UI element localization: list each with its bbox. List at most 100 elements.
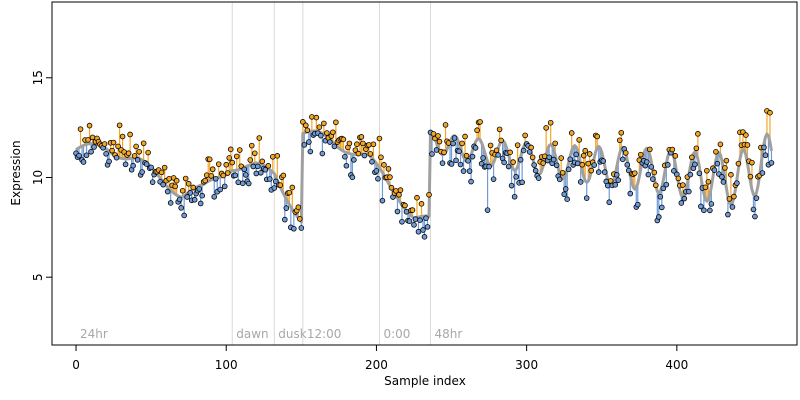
data-point: [643, 159, 650, 165]
data-point: [379, 197, 386, 204]
data-point: [505, 163, 512, 170]
data-point: [394, 208, 401, 215]
data-point: [83, 152, 90, 159]
data-point: [248, 142, 255, 149]
data-point: [423, 215, 429, 221]
data-point: [301, 142, 308, 148]
data-point: [133, 143, 139, 150]
data-point: [254, 163, 261, 170]
data-point: [352, 147, 359, 153]
data-point: [441, 149, 447, 156]
data-point: [346, 140, 353, 147]
data-point: [744, 142, 751, 148]
data-point: [460, 168, 467, 174]
data-point: [547, 119, 554, 126]
data-point: [722, 165, 728, 171]
data-point: [211, 193, 218, 200]
data-point: [197, 200, 204, 207]
data-point: [122, 161, 129, 168]
data-point: [612, 182, 619, 188]
data-point: [139, 169, 145, 175]
data-point: [418, 201, 425, 207]
data-point: [259, 158, 266, 165]
data-point: [409, 207, 416, 213]
data-point: [414, 194, 420, 201]
data-point: [702, 184, 709, 191]
data-point: [212, 176, 219, 182]
data-point: [513, 174, 519, 180]
data-point: [743, 132, 749, 138]
data-point: [143, 161, 150, 167]
data-point: [309, 114, 315, 120]
data-point: [705, 178, 712, 185]
y-axis-title: Expression: [9, 140, 23, 205]
data-point: [522, 132, 528, 139]
data-point: [762, 152, 769, 159]
data-point: [241, 166, 248, 173]
data-point: [185, 180, 192, 187]
data-point: [387, 174, 393, 180]
segment-labels: 24hr dawn dusk 12:00 0:00 48hr: [80, 327, 462, 341]
data-point: [208, 173, 215, 179]
data-point: [110, 139, 117, 146]
data-point: [750, 206, 757, 213]
data-point: [161, 164, 168, 171]
data-point: [462, 133, 468, 140]
data-point: [586, 151, 593, 157]
data-point: [202, 177, 209, 184]
data-point: [131, 153, 138, 159]
x-tick-label: 300: [515, 358, 538, 372]
x-tick-label: 100: [215, 358, 238, 372]
y-tick-label: 15: [31, 70, 45, 85]
data-point: [91, 144, 97, 150]
data-point: [136, 148, 142, 155]
data-point: [622, 150, 629, 156]
data-point: [375, 175, 381, 182]
data-point: [232, 172, 239, 179]
data-point: [191, 196, 198, 203]
data-point: [565, 166, 572, 173]
data-point: [624, 161, 631, 168]
data-point: [127, 131, 133, 138]
data-point: [466, 168, 473, 174]
data-point: [546, 154, 552, 161]
data-point: [148, 164, 154, 171]
data-point: [101, 141, 108, 147]
data-point: [406, 218, 413, 224]
data-point: [429, 151, 435, 157]
data-point: [484, 207, 491, 213]
data-point: [517, 156, 524, 163]
data-point: [256, 135, 263, 141]
data-point: [330, 129, 336, 136]
data-points: [73, 108, 775, 240]
data-point: [681, 195, 688, 202]
data-point: [415, 228, 422, 235]
data-point: [86, 122, 93, 129]
data-point: [701, 207, 707, 214]
data-point: [269, 153, 276, 160]
data-point: [176, 196, 183, 203]
data-point: [149, 179, 156, 185]
data-point: [250, 163, 257, 170]
data-point: [411, 222, 417, 228]
data-point: [752, 213, 758, 220]
data-point: [304, 127, 311, 134]
data-point: [651, 169, 658, 176]
data-point: [179, 187, 186, 194]
segment-label: dusk: [278, 327, 306, 341]
data-point: [645, 171, 652, 178]
data-point: [229, 159, 236, 166]
data-point: [453, 157, 459, 164]
data-point: [580, 152, 587, 159]
data-point: [729, 204, 736, 210]
data-point: [251, 150, 258, 157]
data-point: [324, 130, 330, 136]
data-point: [559, 169, 566, 176]
data-point: [634, 201, 641, 208]
data-point: [465, 158, 471, 164]
data-point: [242, 172, 249, 178]
data-point: [579, 161, 586, 168]
data-point: [215, 161, 222, 167]
data-point: [226, 155, 233, 161]
